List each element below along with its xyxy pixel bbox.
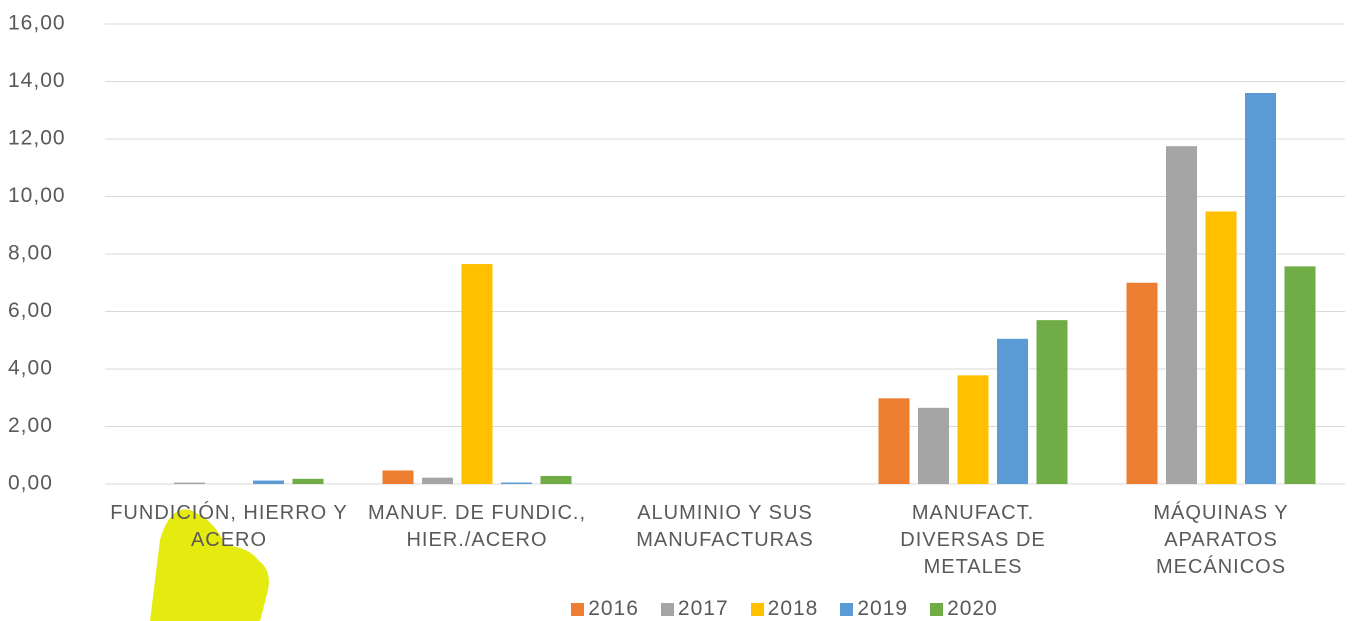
legend-item: 2020: [930, 597, 998, 621]
bar: [461, 264, 493, 484]
bar: [1284, 266, 1316, 484]
x-tick-label: MANUF. DE FUNDIC., HIER./ACERO: [368, 502, 586, 551]
legend: 2016 2017 2018 2019 2020: [0, 597, 1359, 621]
y-tick-label: 4,00: [8, 357, 53, 380]
x-tick-label: FUNDICIÓN, HIERRO Y ACERO: [110, 502, 348, 551]
legend-swatch: [930, 602, 944, 616]
bar: [1166, 146, 1197, 484]
bar: [382, 470, 414, 484]
bar: [292, 478, 324, 484]
legend-item: 2016: [571, 597, 639, 621]
bar: [918, 407, 949, 484]
legend-item: 2019: [840, 597, 908, 621]
bar: [501, 482, 532, 484]
legend-swatch: [571, 602, 585, 616]
bar: [1205, 211, 1237, 484]
legend-swatch: [660, 602, 674, 616]
bar: [997, 338, 1028, 484]
y-tick-label: 6,00: [8, 299, 53, 322]
bar: [878, 398, 910, 484]
legend-label: 2017: [677, 597, 729, 620]
legend-label: 2020: [947, 597, 998, 620]
x-tick-label: MANUFACT. DIVERSAS DE METALES: [900, 502, 1046, 578]
bar: [422, 477, 453, 484]
y-tick-label: 10,00: [8, 184, 66, 207]
legend-swatch: [840, 602, 854, 616]
bar: [253, 480, 284, 484]
legend-label: 2019: [857, 597, 909, 620]
legend-item: 2018: [750, 597, 819, 621]
y-tick-label: 14,00: [8, 69, 66, 92]
y-tick-label: 2,00: [8, 414, 53, 437]
y-tick-label: 12,00: [8, 127, 66, 150]
legend-label: 2018: [767, 597, 819, 620]
bar: [1036, 320, 1068, 484]
legend-item: 2017: [660, 597, 729, 621]
legend-swatch: [750, 602, 764, 616]
legend-label: 2016: [588, 597, 639, 620]
x-tick-label: MÁQUINAS Y APARATOS MECÁNICOS: [1153, 502, 1289, 578]
y-tick-label: 0,00: [8, 472, 53, 495]
y-tick-label: 8,00: [8, 242, 53, 265]
bar: [540, 475, 572, 484]
highlight-cursor: [150, 509, 269, 621]
x-tick-label: ALUMINIO Y SUS MANUFACTURAS: [636, 502, 814, 551]
bar: [1126, 282, 1158, 484]
y-tick-label: 16,00: [8, 12, 66, 35]
bar: [1245, 93, 1276, 484]
bar: [174, 482, 205, 484]
bar: [957, 375, 989, 484]
